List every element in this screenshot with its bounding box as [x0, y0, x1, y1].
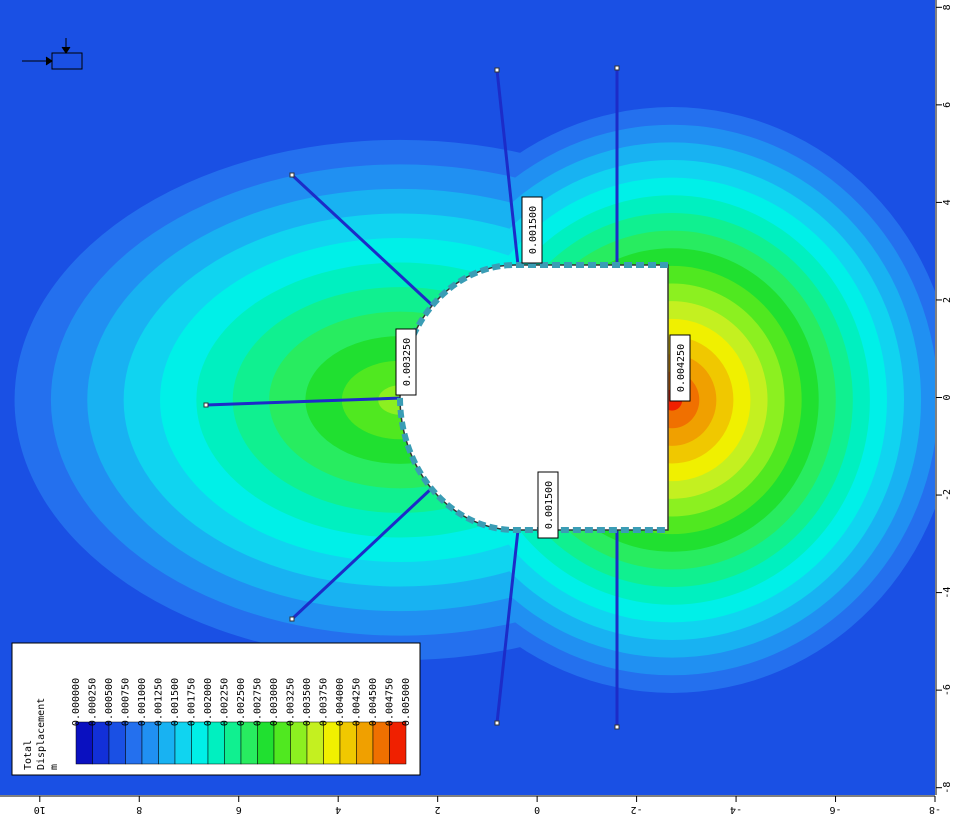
legend-swatch [207, 721, 225, 765]
bolts [205, 68, 619, 727]
x-tick-label: 10 [34, 804, 46, 815]
legend-label: 0.005000 [401, 678, 412, 726]
legend-label: 0.003000 [269, 678, 280, 726]
legend-label: 0.004000 [335, 678, 346, 726]
legend-label: 0.002750 [253, 678, 264, 726]
y-tick-label: -4 [942, 587, 953, 599]
data-label: 0.001500 [544, 481, 555, 529]
legend-title: Displacement [36, 698, 47, 770]
load-icon [22, 38, 83, 70]
y-tick-label: 0 [942, 394, 953, 400]
data-label: 0.004250 [676, 344, 687, 392]
legend-label: 0.000750 [121, 678, 132, 726]
legend-swatch [141, 721, 159, 765]
y-axis-strip [935, 0, 953, 821]
bolt-ends [203, 65, 620, 730]
legend-label: 0.003500 [302, 678, 313, 726]
y-tick-label: -6 [942, 684, 953, 696]
legend-label: 0.001000 [137, 678, 148, 726]
x-tick-label: -6 [830, 804, 842, 815]
legend-label: 0.001750 [187, 678, 198, 726]
legend-label: 0.001250 [154, 678, 165, 726]
legend-swatch [273, 721, 291, 765]
x-axis-strip [0, 795, 953, 821]
legend-unit: m [49, 764, 60, 770]
x-tick-label: 8 [136, 804, 142, 815]
legend-label: 0.004250 [352, 678, 363, 726]
legend-swatch [224, 721, 242, 765]
legend-swatch [372, 721, 390, 765]
legend-swatch [356, 721, 374, 765]
x-tick-label: 6 [236, 804, 242, 815]
legend-swatch [158, 721, 176, 765]
data-label-box [669, 334, 691, 402]
legend-swatch [125, 721, 143, 765]
legend-swatch [191, 721, 209, 765]
legend-label: 0.000500 [104, 678, 115, 726]
x-tick-label: -8 [929, 804, 941, 815]
legend: Total Displacement m 0.000000 0.000250 0.0… [11, 642, 421, 776]
data-label: 0.003250 [402, 338, 413, 386]
legend-label: 0.003750 [319, 678, 330, 726]
legend-label: 0.002000 [203, 678, 214, 726]
liner [397, 262, 668, 533]
legend-swatch [290, 721, 308, 765]
data-label-box [521, 196, 543, 264]
tunnel [399, 264, 669, 531]
legend-label: 0.000250 [88, 678, 99, 726]
y-tick-label: 6 [942, 102, 953, 108]
x-tick-label: -2 [631, 804, 643, 815]
legend-title: Total [23, 740, 34, 770]
data-label: 0.001500 [528, 206, 539, 254]
legend-swatch [75, 721, 93, 765]
x-tick-label: 4 [335, 804, 341, 815]
legend-label: 0.003250 [286, 678, 297, 726]
excavation [22, 38, 669, 730]
y-tick-label: 2 [942, 297, 953, 303]
y-tick-label: -2 [942, 489, 953, 501]
legend-label: 0.000000 [71, 678, 82, 726]
x-tick-label: -4 [730, 804, 742, 815]
data-label-box [537, 471, 559, 539]
y-tick-label: 4 [942, 199, 953, 205]
x-tick-label: 0 [534, 804, 540, 815]
legend-label: 0.001500 [170, 678, 181, 726]
legend-swatch [257, 721, 275, 765]
legend-swatch [174, 721, 192, 765]
data-label-box [395, 328, 417, 396]
y-tick-label: -8 [942, 782, 953, 794]
x-tick-label: 2 [435, 804, 441, 815]
legend-label: 0.002250 [220, 678, 231, 726]
legend-swatch [92, 721, 110, 765]
legend-swatch [339, 721, 357, 765]
legend-swatch [306, 721, 324, 765]
y-tick-label: 8 [942, 4, 953, 10]
legend-swatch [323, 721, 341, 765]
legend-label: 0.002500 [236, 678, 247, 726]
legend-label: 0.004750 [385, 678, 396, 726]
legend-swatch [108, 721, 126, 765]
legend-label: 0.004500 [368, 678, 379, 726]
legend-swatch [389, 721, 407, 765]
legend-swatch [240, 721, 258, 765]
